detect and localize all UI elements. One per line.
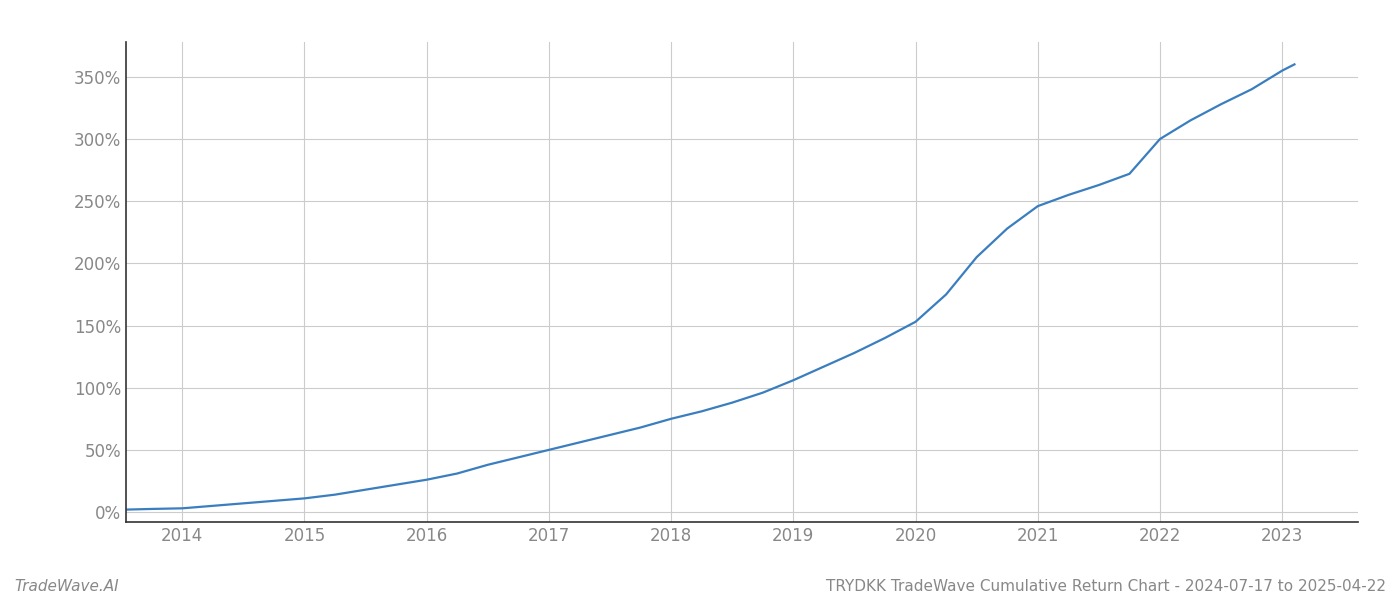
Text: TradeWave.AI: TradeWave.AI <box>14 579 119 594</box>
Text: TRYDKK TradeWave Cumulative Return Chart - 2024-07-17 to 2025-04-22: TRYDKK TradeWave Cumulative Return Chart… <box>826 579 1386 594</box>
